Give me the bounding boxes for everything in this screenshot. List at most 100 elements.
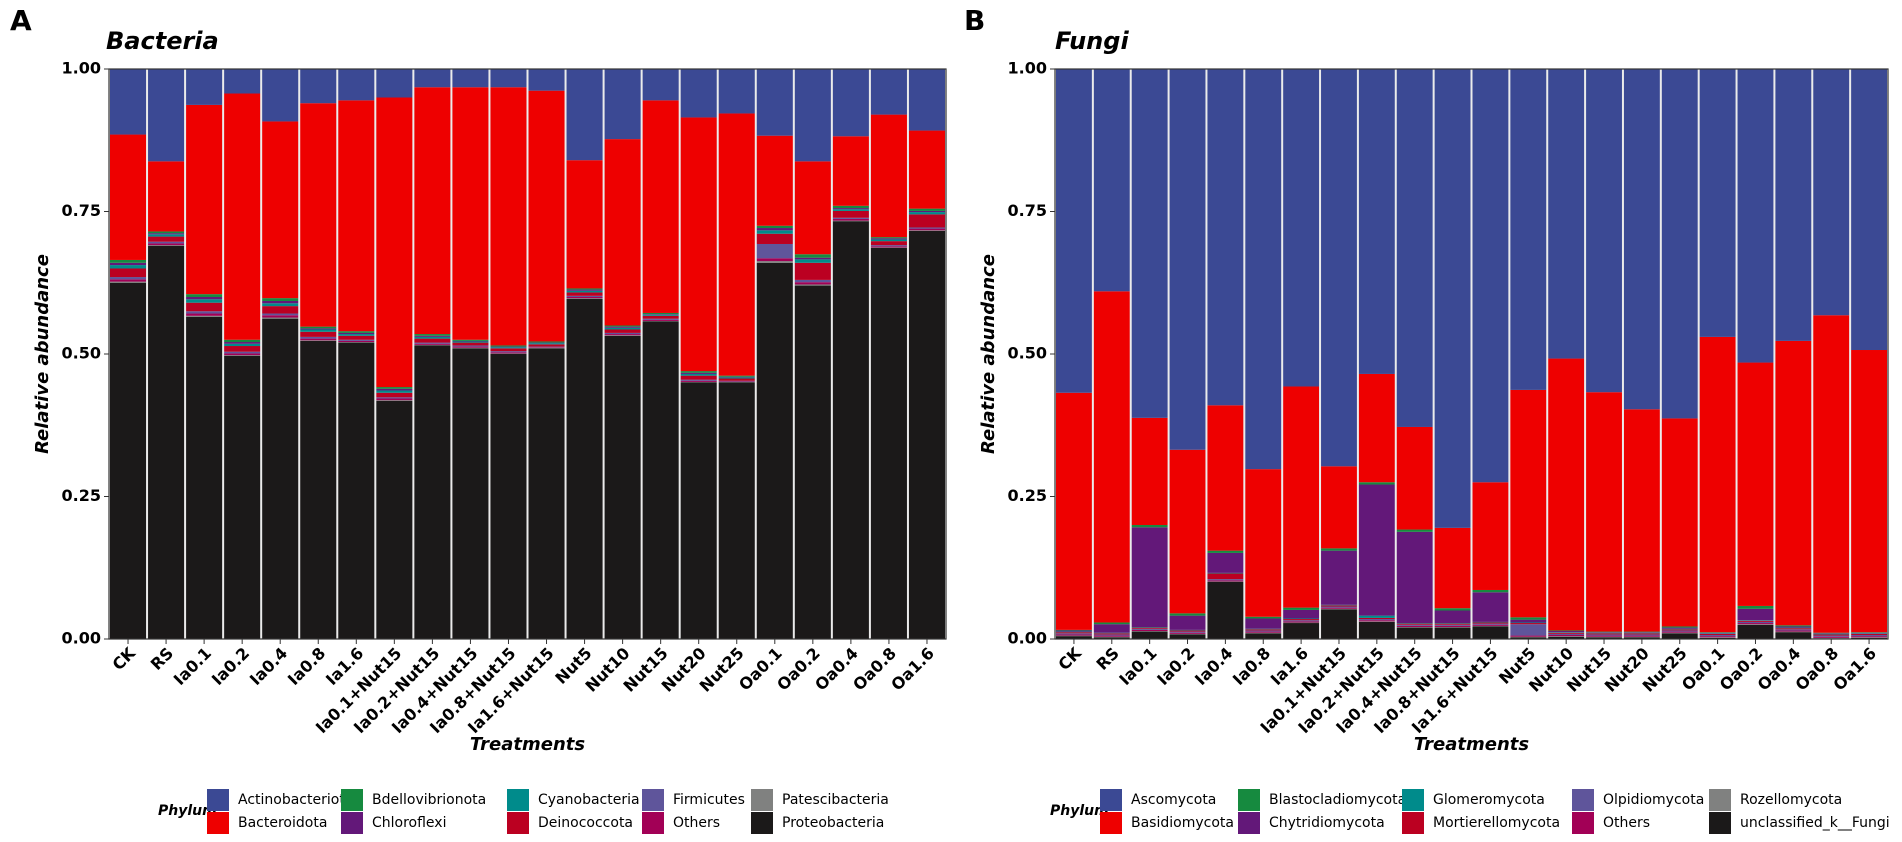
bar-segment — [1586, 636, 1622, 638]
bar-segment — [1510, 622, 1547, 624]
bar-segment — [414, 87, 451, 335]
bar-segment — [224, 353, 261, 356]
y-tick-label: 1.00 — [1008, 59, 1047, 78]
bar-segment — [1245, 469, 1282, 617]
bar-segment — [1510, 636, 1547, 638]
bar-segment — [300, 336, 337, 339]
bar-segment — [756, 258, 793, 262]
legend-key — [1238, 812, 1260, 834]
bar-segment — [1207, 69, 1244, 406]
bar-segment — [680, 375, 717, 380]
bar-segment — [338, 69, 375, 101]
bar-segment — [1056, 629, 1092, 631]
bar-segment — [1093, 69, 1130, 292]
bar-segment — [300, 326, 337, 329]
bar-segment — [1358, 621, 1395, 639]
bar-segment — [186, 69, 223, 105]
bar-segment — [1661, 418, 1698, 627]
bar-segment — [756, 225, 793, 229]
bar-segment — [300, 338, 337, 341]
bar-segment — [718, 375, 755, 377]
bar-segment — [1056, 631, 1092, 633]
bar-segment — [338, 340, 375, 343]
bar-segment — [1131, 525, 1168, 528]
bar-segment — [376, 392, 413, 398]
bar-segment — [376, 387, 413, 389]
bar-segment — [1548, 633, 1585, 636]
bar-segment — [718, 382, 755, 639]
bar-segment — [1207, 580, 1244, 582]
bar-segment — [1813, 637, 1850, 639]
bar-segment — [832, 205, 869, 209]
bar-segment — [490, 353, 527, 354]
bar-segment — [1623, 634, 1660, 636]
bar-segment — [1396, 627, 1433, 639]
bar-segment — [908, 214, 945, 228]
bar-segment — [832, 218, 869, 221]
legend-label: Olpidiomycota — [1603, 792, 1704, 808]
legend-key — [1572, 812, 1594, 834]
bar-segment — [1586, 634, 1622, 636]
bar-segment — [110, 69, 147, 135]
bar-segment — [1661, 632, 1698, 634]
bar-segment — [1131, 627, 1168, 628]
legend-key — [341, 812, 363, 834]
bar-segment — [262, 306, 299, 314]
bar-segment — [1775, 625, 1812, 627]
bar-segment — [642, 321, 679, 639]
bar-segment — [1358, 619, 1395, 621]
bar-segment — [1093, 636, 1130, 638]
bar-segment — [1131, 527, 1168, 628]
bar-segment — [1283, 620, 1320, 622]
bar-segment — [756, 230, 793, 234]
x-tick-label: Ia0.2 — [208, 644, 253, 689]
bar-segment — [1661, 630, 1698, 632]
legend-key — [1100, 789, 1122, 811]
legend-label: Chloroflexi — [372, 815, 446, 831]
bar-segment — [110, 277, 147, 280]
bar-segment — [1056, 630, 1092, 632]
x-tick-label: RS — [147, 644, 177, 674]
bar-segment — [1169, 615, 1206, 630]
bar-segment — [832, 208, 869, 210]
bar-segment — [1775, 69, 1812, 341]
bar-segment — [148, 241, 185, 244]
bar-segment — [376, 388, 413, 391]
legend-key — [507, 812, 529, 834]
bar-segment — [680, 373, 717, 376]
bar-segment — [1321, 605, 1357, 607]
bar-segment — [224, 339, 261, 343]
bar-segment — [1623, 409, 1660, 632]
bar-segment — [1699, 632, 1736, 634]
bar-segment — [1510, 624, 1547, 636]
bar-segment — [528, 343, 565, 345]
bar-segment — [186, 311, 223, 314]
bar-segment — [1358, 373, 1395, 483]
bar-segment — [224, 69, 261, 94]
x-tick-label: Ia0.4 — [1191, 644, 1236, 689]
bar-segment — [1169, 69, 1206, 450]
y-tick-label: 0.50 — [62, 344, 101, 363]
bar-segment — [148, 245, 185, 639]
bar-segment — [528, 342, 565, 344]
bar-segment — [680, 381, 717, 383]
bar-segment — [1472, 626, 1509, 639]
bar-segment — [832, 221, 869, 639]
bar-segment — [1851, 633, 1887, 636]
bar-segment — [1586, 632, 1622, 633]
bar-segment — [1321, 69, 1357, 467]
bar-segment — [452, 339, 489, 341]
bar-segment — [832, 220, 869, 222]
bar-segment — [1358, 615, 1395, 618]
bar-segment — [1396, 624, 1433, 626]
bar-segment — [832, 69, 869, 137]
bar-segment — [718, 378, 755, 381]
bar-segment — [1548, 636, 1585, 637]
bar-segment — [642, 320, 679, 322]
bar-segment — [1775, 629, 1812, 631]
bar-segment — [1245, 618, 1282, 629]
x-tick-label: CK — [1054, 643, 1085, 674]
bar-segment — [1548, 69, 1585, 359]
bar-segment — [1813, 636, 1850, 638]
bar-segment — [908, 210, 945, 213]
